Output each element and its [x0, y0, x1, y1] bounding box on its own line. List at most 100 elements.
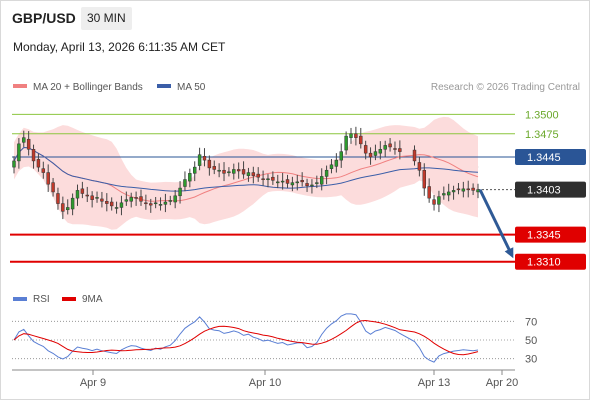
x-tick-label: Apr 9 — [80, 377, 106, 389]
candle-body — [207, 159, 212, 169]
candle-body — [451, 190, 456, 193]
candle-body — [17, 143, 21, 162]
candle-body — [26, 138, 31, 150]
level-label-1.3500: 1.3500 — [525, 109, 559, 121]
candle-body — [134, 197, 138, 199]
candle-body — [344, 135, 348, 151]
rsi-legend-swatch — [62, 297, 76, 301]
candle-body — [66, 207, 70, 211]
level-tag-1.3445 — [515, 149, 586, 166]
legend-swatch — [157, 84, 171, 88]
candle-body — [178, 187, 182, 197]
candle-body — [373, 151, 378, 156]
candle-body — [105, 200, 109, 204]
candle-body — [100, 198, 104, 202]
report-datetime: Monday, April 13, 2026 6:11:35 AM CET — [13, 40, 226, 54]
candle-body — [422, 169, 426, 189]
candle-body — [163, 201, 168, 205]
candle-body — [46, 172, 50, 185]
candle-body — [227, 171, 231, 174]
level-label-1.3345: 1.3345 — [527, 230, 561, 242]
candle-body — [197, 154, 202, 166]
candle-body — [12, 160, 16, 168]
level-label-1.3403: 1.3403 — [527, 185, 561, 197]
forecast-arrow-head — [504, 247, 514, 259]
rsi-legend-swatch — [13, 297, 27, 301]
watermark-text: Research © 2026 Trading Central — [431, 82, 580, 93]
candle-body — [41, 168, 46, 173]
bollinger-band-area — [14, 116, 478, 230]
rsi-legend-label: 9MA — [82, 294, 103, 305]
candle-body — [285, 179, 290, 184]
candle-body — [456, 188, 461, 191]
candle-body — [378, 149, 383, 154]
candle-body — [437, 196, 441, 205]
candle-body — [85, 194, 89, 197]
candle-body — [61, 203, 65, 212]
candle-body — [471, 187, 475, 191]
candle-body — [22, 137, 26, 143]
x-tick-label: Apr 10 — [249, 377, 281, 389]
candle-body — [193, 166, 197, 174]
candle-body — [109, 201, 114, 207]
candle-body — [412, 149, 417, 162]
level-label-1.3445: 1.3445 — [527, 152, 561, 164]
rsi-legend-label: RSI — [33, 294, 50, 305]
level-label-1.3310: 1.3310 — [527, 257, 561, 269]
candle-body — [393, 148, 397, 150]
candle-body — [368, 152, 373, 158]
candle-body — [427, 186, 431, 199]
candle-body — [363, 145, 368, 154]
candle-body — [236, 169, 241, 172]
timeframe-badge[interactable]: 30 MIN — [81, 7, 132, 30]
candle-body — [339, 151, 343, 161]
candle-body — [158, 204, 163, 206]
rsi-tick-30: 30 — [525, 354, 537, 366]
candle-body — [129, 197, 133, 202]
candle-body — [56, 193, 60, 204]
candle-body — [168, 200, 173, 202]
candle-body — [217, 169, 221, 172]
level-tag-1.3310 — [515, 253, 586, 270]
candle-body — [90, 195, 94, 200]
candle-body — [334, 159, 339, 167]
candle-body — [119, 202, 124, 208]
candle-body — [144, 202, 148, 205]
candle-body — [31, 149, 36, 162]
rsi-9ma-line — [13, 319, 479, 356]
x-tick-label: Apr 20 — [486, 377, 518, 389]
candle-body — [183, 179, 187, 187]
ma50-line — [13, 146, 479, 192]
candle-body — [202, 156, 207, 161]
candle-body — [359, 135, 363, 145]
candle-body — [417, 162, 422, 171]
candle-body — [75, 190, 80, 199]
candle-body — [212, 166, 216, 170]
level-label-1.3475: 1.3475 — [525, 129, 559, 141]
candle-body — [466, 188, 470, 191]
candle-body — [188, 173, 192, 182]
candle-body — [70, 197, 75, 210]
candle-body — [383, 145, 387, 150]
candle-body — [246, 172, 251, 176]
legend-label: MA 50 — [177, 82, 206, 93]
candle-body — [51, 182, 55, 193]
rsi-line — [13, 313, 479, 363]
candle-body — [300, 180, 304, 183]
x-tick-label: Apr 13 — [418, 377, 450, 389]
candle-body — [124, 199, 129, 202]
candle-body — [461, 188, 466, 192]
candle-body — [446, 191, 451, 196]
candle-body — [232, 169, 236, 174]
candle-body — [319, 176, 324, 185]
candle-body — [276, 181, 280, 184]
candle-body — [305, 183, 309, 186]
candle-body — [149, 203, 153, 206]
level-tag-1.3403 — [515, 181, 586, 198]
candle-body — [241, 169, 246, 175]
candle-body — [271, 176, 275, 181]
candle-body — [295, 181, 299, 184]
candle-body — [153, 202, 158, 205]
candle-body — [280, 180, 285, 183]
